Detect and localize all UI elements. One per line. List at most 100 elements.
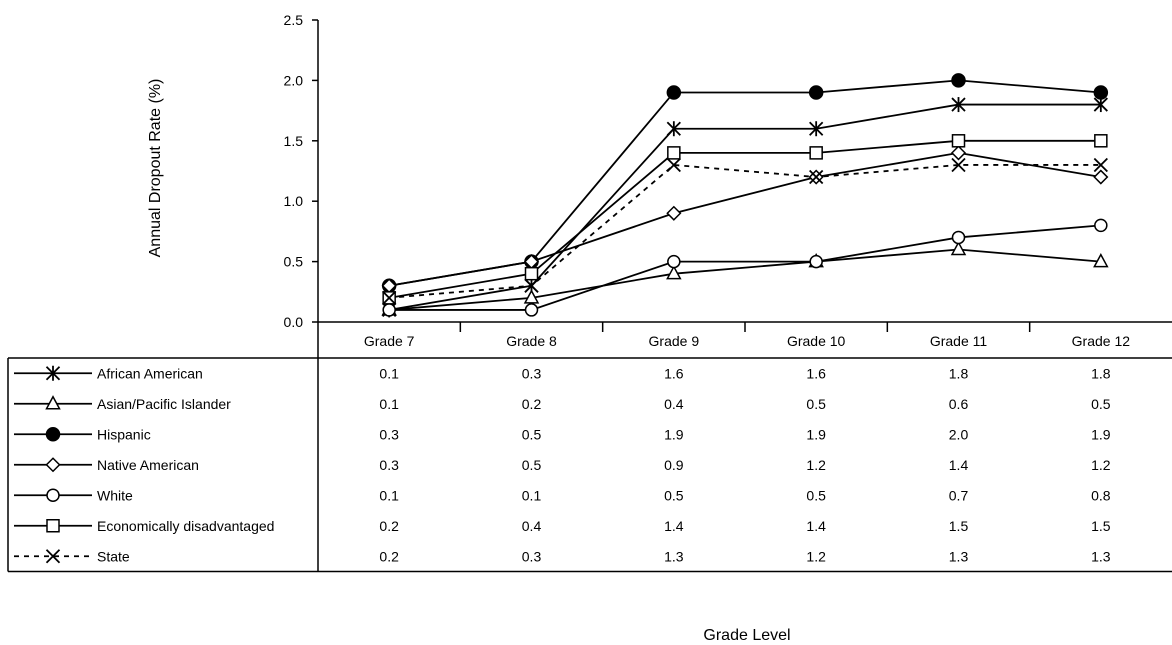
axes-layer: 0.0 0.5 1.0 1.5 2.0 2.5	[284, 12, 1172, 330]
legend-marker-x	[45, 549, 61, 564]
data-point-economically-disadvantaged	[951, 134, 966, 148]
table-cell-value: 1.4	[949, 457, 969, 473]
data-point-african-american	[951, 97, 966, 113]
y-tick-label: 2.5	[284, 12, 304, 28]
table-cell-value: 0.3	[522, 365, 542, 381]
table-cell-value: 1.2	[1091, 457, 1111, 473]
table-row-african-american: African American 0.1 0.3 1.6 1.6 1.8 1.8	[14, 365, 1111, 381]
table-cell-value: 1.4	[664, 518, 684, 534]
table-cell-value: 1.9	[1091, 426, 1111, 442]
data-point-hispanic	[666, 85, 682, 100]
table-cell-value: 1.9	[806, 426, 826, 442]
legend-label: African American	[97, 365, 203, 381]
table-row-economically-disadvantaged: Economically disadvantaged 0.2 0.4 1.4 1.4 1.…	[14, 518, 1111, 534]
data-point-hispanic	[951, 73, 966, 88]
legend-label: Hispanic	[97, 426, 151, 442]
legend-marker-asterisk	[45, 365, 61, 381]
table-cell-value: 0.6	[949, 396, 969, 412]
data-point-native-american	[950, 145, 967, 161]
data-point-asian-pacific-islander	[666, 265, 682, 280]
legend-marker-square	[46, 519, 60, 533]
table-cell-value: 1.3	[664, 548, 684, 564]
x-tick-label: Grade 9	[649, 333, 700, 349]
data-table: Grade 7 Grade 8 Grade 9 Grade 10 Grade 11 Gra…	[7, 322, 1172, 573]
table-cell-value: 1.8	[949, 365, 969, 381]
table-cell-value: 1.5	[949, 518, 969, 534]
legend-marker-filled-circle	[45, 427, 61, 442]
data-point-state	[666, 157, 681, 173]
series-line-asian-pacific-islander	[389, 248, 1101, 311]
table-cell-value: 1.6	[664, 365, 684, 381]
data-point-hispanic	[1093, 85, 1109, 100]
series-line-native-american	[389, 151, 1101, 287]
data-point-white	[382, 303, 396, 317]
table-row-white: White 0.1 0.1 0.5 0.5 0.7 0.8	[14, 487, 1111, 503]
table-cell-value: 0.3	[522, 548, 542, 564]
legend-label: Asian/Pacific Islander	[97, 396, 231, 412]
legend-label: Native American	[97, 457, 199, 473]
table-cell-value: 0.1	[379, 365, 399, 381]
data-point-state	[524, 278, 539, 293]
table-cell-value: 0.2	[379, 548, 399, 564]
legend-marker-open-circle	[46, 488, 60, 502]
data-point-hispanic	[808, 85, 824, 100]
legend-marker-diamond	[45, 457, 61, 473]
data-point-white	[524, 303, 539, 317]
data-point-native-american	[666, 205, 682, 221]
table-cell-value: 0.2	[379, 518, 399, 534]
table-cell-value: 1.8	[1091, 365, 1111, 381]
data-point-economically-disadvantaged	[1094, 134, 1108, 148]
data-point-economically-disadvantaged	[809, 146, 823, 160]
y-tick-label: 0.5	[284, 254, 304, 270]
table-cell-value: 0.3	[379, 457, 399, 473]
data-point-native-american	[1093, 169, 1109, 185]
y-tick-label: 1.0	[284, 193, 304, 209]
table-cell-value: 0.5	[806, 396, 826, 412]
y-axis-title: Annual Dropout Rate (%)	[147, 79, 164, 258]
x-axis-title: Grade Level	[703, 627, 790, 644]
table-row-hispanic: Hispanic 0.3 0.5 1.9 1.9 2.0 1.9	[14, 426, 1111, 442]
data-point-state	[809, 169, 824, 185]
data-point-state	[1093, 157, 1108, 173]
legend-label: White	[97, 487, 133, 503]
series-markers-layer	[381, 73, 1109, 318]
x-tick-label: Grade 10	[787, 333, 846, 349]
data-point-asian-pacific-islander	[950, 240, 967, 256]
data-point-white	[809, 254, 823, 269]
table-cell-value: 1.9	[664, 426, 684, 442]
y-tick-label: 0.0	[284, 314, 304, 330]
table-cell-value: 1.2	[806, 457, 826, 473]
table-cell-value: 2.0	[949, 426, 969, 442]
legend-marker-triangle	[45, 395, 61, 410]
table-cell-value: 0.5	[1091, 396, 1111, 412]
table-cell-value: 0.3	[379, 426, 399, 442]
data-point-asian-pacific-islander	[1093, 253, 1109, 268]
table-cell-value: 0.8	[1091, 487, 1111, 503]
data-point-white	[667, 254, 681, 269]
table-cell-value: 1.3	[1091, 548, 1111, 564]
series-line-economically-disadvantaged	[389, 139, 1101, 299]
legend-label: Economically disadvantaged	[97, 518, 274, 534]
x-tick-label: Grade 8	[506, 333, 557, 349]
series-line-white	[389, 224, 1101, 311]
data-point-white	[1094, 218, 1108, 233]
y-tick-label: 2.0	[284, 72, 304, 88]
table-row-native-american: Native American 0.3 0.5 0.9 1.2 1.4 1.2	[14, 457, 1111, 473]
table-cell-value: 0.4	[522, 518, 542, 534]
data-point-african-american	[666, 121, 681, 137]
table-cell-value: 0.1	[379, 487, 399, 503]
table-cell-value: 1.6	[806, 365, 826, 381]
legend-label: State	[97, 548, 130, 564]
x-tick-label: Grade 7	[364, 333, 415, 349]
table-cell-value: 1.5	[1091, 518, 1111, 534]
table-cell-value: 0.1	[379, 396, 399, 412]
data-point-economically-disadvantaged	[667, 146, 681, 160]
y-axis-title-group: Annual Dropout Rate (%)	[147, 79, 164, 258]
series-line-hispanic	[389, 79, 1101, 287]
table-cell-value: 0.2	[522, 396, 542, 412]
y-tick-label: 1.5	[284, 133, 304, 149]
table-cell-value: 0.5	[664, 487, 684, 503]
series-lines-layer	[389, 79, 1101, 311]
table-cell-value: 1.3	[949, 548, 969, 564]
